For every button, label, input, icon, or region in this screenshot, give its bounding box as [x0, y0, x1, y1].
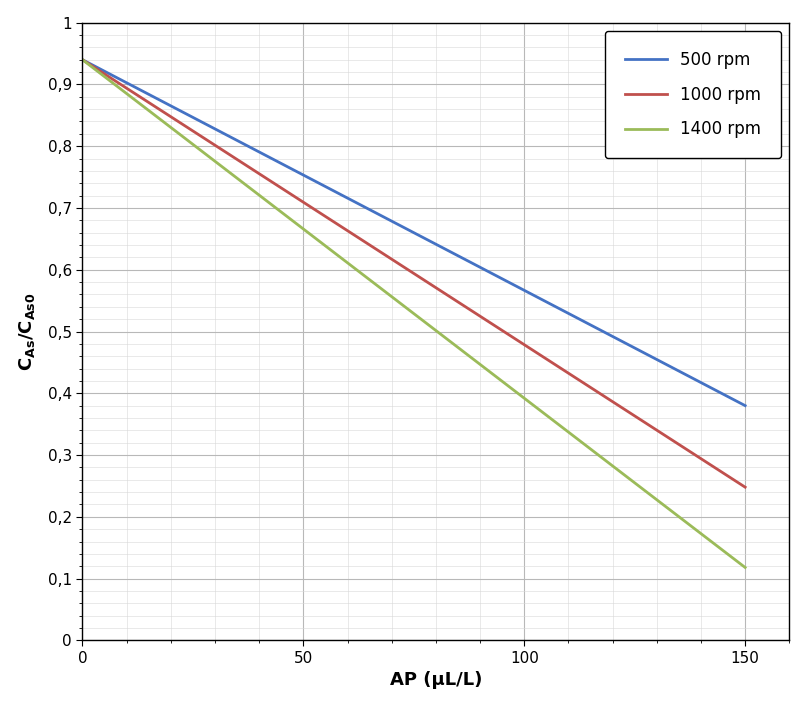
- X-axis label: AP (μL/L): AP (μL/L): [390, 671, 482, 689]
- Legend: 500 rpm, 1000 rpm, 1400 rpm: 500 rpm, 1000 rpm, 1400 rpm: [605, 31, 781, 158]
- Y-axis label: $\mathbf{C_{As}/C_{As0}}$: $\mathbf{C_{As}/C_{As0}}$: [17, 292, 36, 371]
